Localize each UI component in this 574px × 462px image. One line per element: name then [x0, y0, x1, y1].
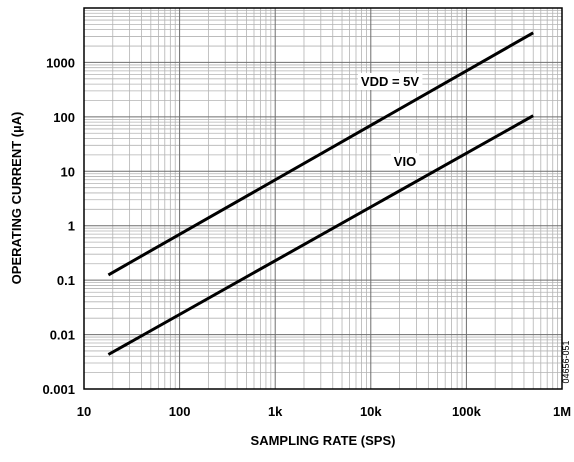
y-tick-label: 0.01 [50, 328, 75, 343]
x-tick-label: 100 [169, 404, 191, 419]
minor-grid [84, 8, 562, 389]
x-tick-labels: 10 100 1k 10k 100k 1M [77, 404, 571, 419]
x-tick-label: 1M [553, 404, 571, 419]
y-tick-label: 0.1 [57, 273, 75, 288]
y-tick-label: 1000 [46, 55, 75, 70]
y-axis-title: OPERATING CURRENT (µA) [9, 112, 24, 285]
series-label-vio-background [390, 153, 420, 170]
figure-code: 04656-051 [561, 340, 571, 383]
x-tick-label: 10k [360, 404, 382, 419]
x-tick-label: 10 [77, 404, 91, 419]
x-tick-label: 100k [452, 404, 482, 419]
y-tick-label: 10 [61, 164, 75, 179]
plot-frame [83, 7, 563, 390]
series-label-vio: VIO [394, 154, 416, 169]
series-line-vio [107, 114, 534, 356]
series-label-vdd-background [357, 73, 423, 90]
x-tick-label: 1k [268, 404, 283, 419]
y-tick-label: 1 [68, 219, 75, 234]
x-axis-title: SAMPLING RATE (SPS) [251, 433, 396, 448]
y-tick-labels: 0.001 0.01 0.1 1 10 100 1000 [42, 55, 75, 397]
y-tick-label: 0.001 [42, 382, 75, 397]
series-line-vdd [107, 31, 534, 277]
series-label-vdd: VDD = 5V [361, 74, 419, 89]
series-labels: VDD = 5V VIO [357, 73, 423, 170]
y-tick-label: 100 [53, 110, 75, 125]
plot-background [84, 8, 562, 389]
series-lines [107, 31, 534, 356]
